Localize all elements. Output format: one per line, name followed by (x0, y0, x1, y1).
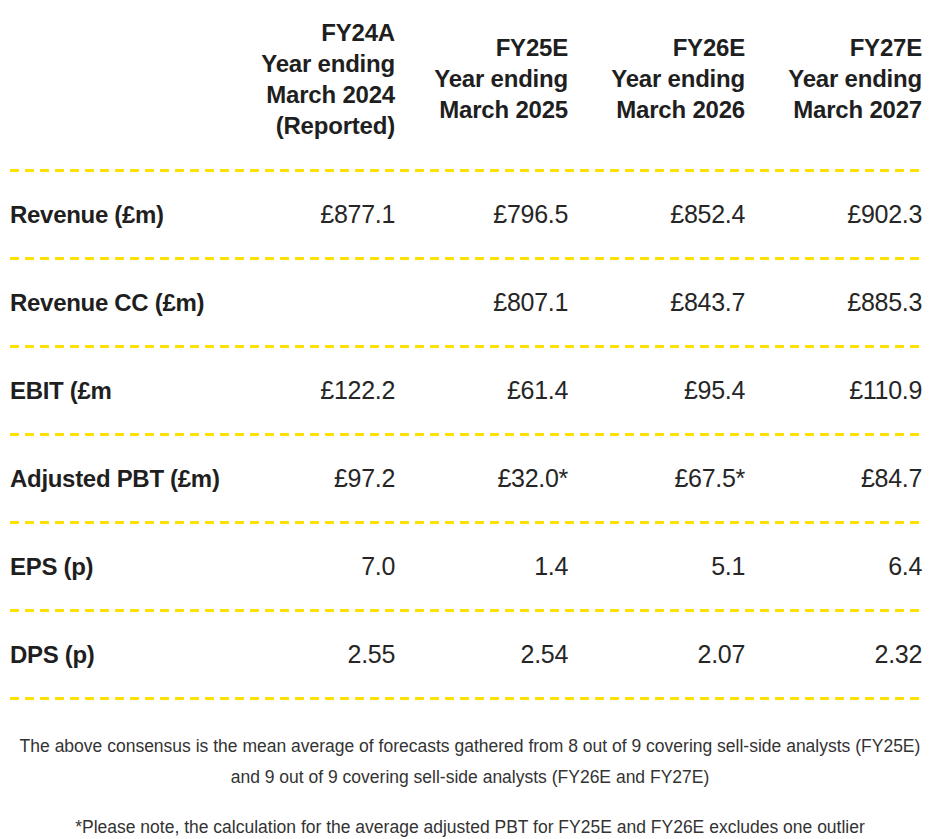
header-line: FY25E (395, 32, 568, 63)
cell-value: 7.0 (215, 552, 395, 581)
table-row-revenue-cc: Revenue CC (£m) £807.1 £843.7 £885.3 (10, 260, 922, 345)
header-line: Year ending (745, 63, 922, 94)
table-row-dps: DPS (p) 2.55 2.54 2.07 2.32 (10, 612, 922, 697)
cell-value: 2.54 (395, 640, 568, 669)
table-header-row: FY24A Year ending March 2024 (Reported) … (10, 0, 922, 169)
header-line: Year ending (215, 48, 395, 79)
consensus-footnote: The above consensus is the mean average … (0, 731, 940, 793)
consensus-forecast-page: FY24A Year ending March 2024 (Reported) … (0, 0, 940, 839)
table-row-eps: EPS (p) 7.0 1.4 5.1 6.4 (10, 524, 922, 609)
cell-value: £61.4 (395, 376, 568, 405)
consensus-footnote-line-2: and 9 out of 9 covering sell-side analys… (0, 762, 940, 793)
cell-value: £95.4 (568, 376, 745, 405)
header-line: FY24A (215, 17, 395, 48)
column-header-fy27e: FY27E Year ending March 2027 (745, 32, 922, 125)
header-line: March 2024 (215, 79, 395, 110)
cell-value: 2.32 (745, 640, 922, 669)
cell-value: £885.3 (745, 288, 922, 317)
cell-value: £110.9 (745, 376, 922, 405)
cell-value: £843.7 (568, 288, 745, 317)
cell-value: £902.3 (745, 200, 922, 229)
cell-value: 6.4 (745, 552, 922, 581)
header-line: March 2025 (395, 94, 568, 125)
header-line: Year ending (568, 63, 745, 94)
row-label: Adjusted PBT (£m) (10, 465, 215, 493)
row-label: EBIT (£m (10, 377, 215, 405)
column-header-fy25e: FY25E Year ending March 2025 (395, 32, 568, 125)
header-line: March 2026 (568, 94, 745, 125)
cell-value: £32.0* (395, 464, 568, 493)
cell-value: 2.07 (568, 640, 745, 669)
cell-value: £796.5 (395, 200, 568, 229)
column-header-fy26e: FY26E Year ending March 2026 (568, 32, 745, 125)
cell-value: 5.1 (568, 552, 745, 581)
row-label: DPS (p) (10, 641, 215, 669)
row-label: Revenue CC (£m) (10, 289, 215, 317)
cell-value: £877.1 (215, 200, 395, 229)
cell-value: £97.2 (215, 464, 395, 493)
cell-value: 1.4 (395, 552, 568, 581)
header-line: March 2027 (745, 94, 922, 125)
row-label: Revenue (£m) (10, 201, 215, 229)
column-header-fy24a: FY24A Year ending March 2024 (Reported) (215, 17, 395, 141)
footnotes-section: The above consensus is the mean average … (0, 731, 940, 839)
cell-value: £122.2 (215, 376, 395, 405)
cell-value: £84.7 (745, 464, 922, 493)
header-line: FY26E (568, 32, 745, 63)
cell-value: £852.4 (568, 200, 745, 229)
consensus-forecast-table: FY24A Year ending March 2024 (Reported) … (0, 0, 940, 700)
table-row-ebit: EBIT (£m £122.2 £61.4 £95.4 £110.9 (10, 348, 922, 433)
consensus-footnote-line-1: The above consensus is the mean average … (0, 731, 940, 762)
cell-value: £807.1 (395, 288, 568, 317)
cell-value: 2.55 (215, 640, 395, 669)
outlier-footnote: *Please note, the calculation for the av… (0, 812, 940, 839)
header-line: FY27E (745, 32, 922, 63)
dashed-separator (10, 697, 922, 700)
table-row-revenue: Revenue (£m) £877.1 £796.5 £852.4 £902.3 (10, 172, 922, 257)
table-row-adjusted-pbt: Adjusted PBT (£m) £97.2 £32.0* £67.5* £8… (10, 436, 922, 521)
row-label: EPS (p) (10, 553, 215, 581)
cell-value: £67.5* (568, 464, 745, 493)
header-line: Year ending (395, 63, 568, 94)
header-line: (Reported) (215, 110, 395, 141)
